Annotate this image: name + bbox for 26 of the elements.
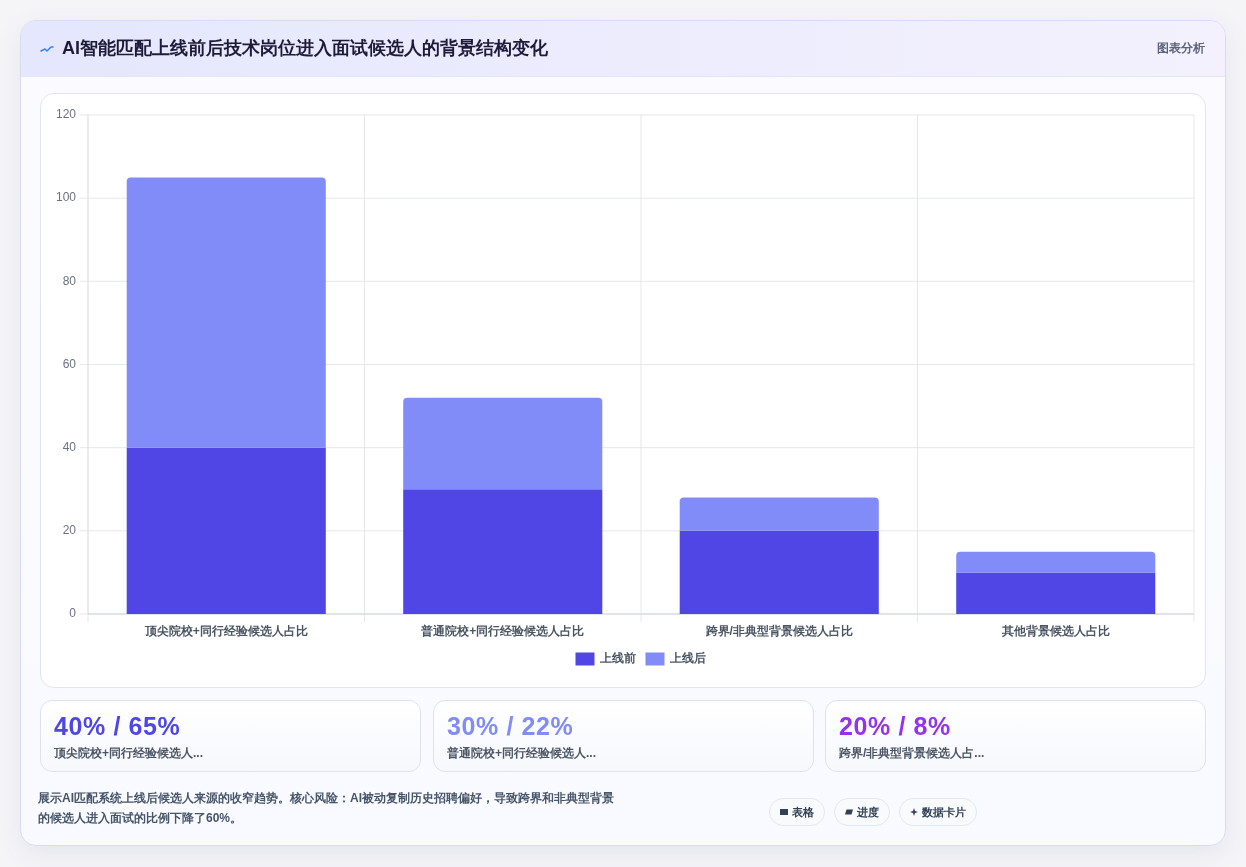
x-tick-label: 跨界/非典型背景候选人占比 bbox=[704, 624, 853, 639]
x-tick-label: 顶尖院校+同行经验候选人占比 bbox=[143, 624, 308, 639]
legend-label: 上线后 bbox=[669, 651, 706, 666]
y-tick-label: 60 bbox=[62, 356, 77, 371]
y-tick-label: 100 bbox=[55, 190, 77, 205]
text: 20% / 8% bbox=[839, 711, 951, 742]
legend: 上线前 上线后 bbox=[575, 651, 706, 666]
text: 30% / 22% bbox=[447, 711, 574, 742]
y-tick-label: 20 bbox=[62, 523, 77, 538]
y-tick-label: 0 bbox=[69, 606, 77, 621]
text: 40% / 65% bbox=[54, 711, 181, 742]
legend-label: 上线前 bbox=[599, 651, 636, 666]
chart-title: AI智能匹配上线前后技术岗位进入面试候选人的背景结构变化 bbox=[62, 37, 548, 60]
text: 跨界/非典型背景候选人占... bbox=[839, 745, 985, 761]
y-tick-label: 80 bbox=[62, 273, 77, 288]
text: 展示AI匹配系统上线后候选人来源的收窄趋势。核心风险：AI被动复制历史招聘偏好，导致跨界和非典型背景的候选人进入面试的比例下降了60%。 bbox=[38, 790, 615, 827]
text: 进度 bbox=[857, 804, 879, 820]
x-tick-label: 普通院校+同行经验候选人占比 bbox=[420, 624, 585, 639]
text: 顶尖院校+同行经验候选人... bbox=[54, 745, 204, 761]
text: 普通院校+同行经验候选人... bbox=[447, 745, 597, 761]
chart-subtitle: 图表分析 bbox=[1157, 40, 1205, 57]
x-tick-label: 其他背景候选人占比 bbox=[1000, 624, 1110, 639]
y-tick-label: 40 bbox=[62, 439, 77, 454]
y-tick-label: 120 bbox=[55, 107, 77, 122]
text: 表格 bbox=[792, 804, 814, 820]
text: 数据卡片 bbox=[922, 804, 966, 820]
